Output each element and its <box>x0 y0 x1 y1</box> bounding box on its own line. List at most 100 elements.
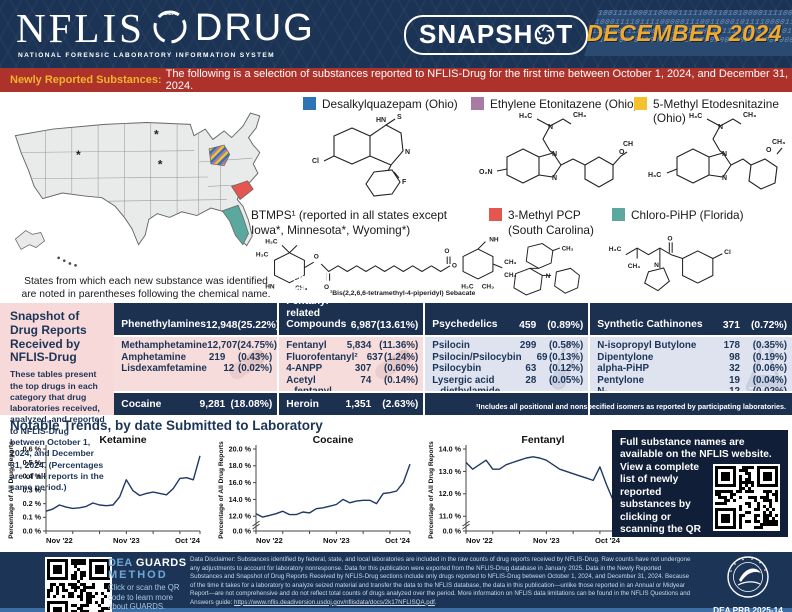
svg-text:Oct '24: Oct '24 <box>175 536 201 545</box>
svg-text:CH₃: CH₃ <box>623 141 633 148</box>
banner-text: The following is a selection of substanc… <box>165 68 789 92</box>
drug-count: 12 <box>729 386 740 393</box>
svg-text:12.0 %: 12.0 % <box>439 489 462 498</box>
legend-btmps: BTMPS¹ (reported in all states except Io… <box>251 208 448 238</box>
svg-text:Fentanyl: Fentanyl <box>521 434 564 446</box>
svg-text:H₃C: H₃C <box>609 246 622 253</box>
drug-row: Dipentylone 98 (0.19%) <box>597 352 787 364</box>
svg-text:Oct '24: Oct '24 <box>385 536 411 545</box>
svg-text:HN: HN <box>376 117 386 124</box>
binary-decoration: 1001111000110000111110011010100001111000… <box>596 10 792 18</box>
svg-text:14.0 %: 14.0 % <box>439 444 462 453</box>
category-panel: N-isopropyl Butylone 178 (0.35%) Dipentylon… <box>590 335 792 393</box>
legend-3-methyl-pcp: 3-Methyl PCP (South Carolina) <box>489 208 609 239</box>
drug-reports-table: Phenethylamines 12,948 (25.22%) Methampheta… <box>114 273 792 415</box>
trends-title: Notable Trends, by date Submitted to Lab… <box>10 418 323 433</box>
category-panel: Fentanyl 5,834 (11.36%) Fluorofentanyl² 637(… <box>279 335 424 393</box>
drug-name: Psilocin/Psilocybin <box>432 351 522 363</box>
guards-qr-code[interactable] <box>45 557 112 612</box>
svg-text:Percentage of All Drug Reports: Percentage of All Drug Reports <box>8 441 15 539</box>
drug-count: 32 <box>729 363 740 375</box>
trend-chart-cocaine: Cocaine Percentage of All Drug Reports 0.0… <box>216 434 418 548</box>
drug-row: Psilocin 299 (0.58%) <box>432 340 583 352</box>
svg-text:O: O <box>314 253 319 260</box>
drug-pct: (1.24%) <box>383 351 419 363</box>
svg-text:H₃C: H₃C <box>256 252 269 259</box>
drug-pct: (0.19%) <box>752 351 787 363</box>
nflis-logo-text: NFLIS <box>16 5 145 51</box>
svg-text:O: O <box>444 248 449 255</box>
drug-row: Lisdexamfetamine 12 (0.02%) <box>121 363 272 375</box>
guards-method: METHOD <box>108 569 168 581</box>
svg-text:14.0 %: 14.0 % <box>229 495 252 504</box>
drug-pct: (0.02%) <box>237 363 273 375</box>
drug-count: 74 <box>360 374 372 386</box>
drug-row: Fentanyl 5,834 (11.36%) <box>286 340 418 352</box>
drug-count: 19 <box>729 374 740 386</box>
nflis-logo-subtext: NATIONAL FORENSIC LABORATORY INFORMATION… <box>18 52 275 59</box>
svg-text:Cl: Cl <box>312 158 319 165</box>
pill-watermark-icon <box>221 341 273 391</box>
svg-text:CH₃: CH₃ <box>743 112 756 119</box>
map-caption: States from which each new substance was… <box>21 276 271 300</box>
drug-pct: (0.06%) <box>752 363 787 375</box>
drug-name: Amphetamine <box>121 351 187 363</box>
drug-name: Fluorofentanyl² <box>286 351 358 363</box>
svg-text:CH₃: CH₃ <box>772 139 785 146</box>
drug-pct: (0.13%) <box>548 351 584 363</box>
header: NFLIS DEA DRUG NATIONAL FORENSIC LABORAT… <box>0 0 792 68</box>
drug-count: 219 <box>208 351 226 363</box>
svg-text:Percentage of All Drug Reports: Percentage of All Drug Reports <box>218 441 225 539</box>
drug-count: 98 <box>729 351 740 363</box>
disclaimer-link[interactable]: https://www.nflis.deadiversion.usdoj.gov… <box>234 598 435 606</box>
svg-text:N: N <box>552 151 557 158</box>
svg-text:O: O <box>766 147 772 154</box>
info-text-left: list of newly reported substances by cli… <box>620 474 714 548</box>
snapshot-intro-panel: Snapshot of Drug Reports Received by NFL… <box>0 303 115 492</box>
svg-text:Nov '22: Nov '22 <box>256 536 283 545</box>
category-header: Psychedelics 459 (0.89%) <box>425 303 588 335</box>
nflis-info-box: Full substance names are available on th… <box>612 430 788 560</box>
drug-name: Dipentylone <box>597 351 654 363</box>
svg-text:N: N <box>722 151 727 158</box>
nflis-logo: NFLIS DEA DRUG <box>16 4 315 52</box>
svg-text:N: N <box>722 175 727 182</box>
drug-count: 69 <box>536 351 548 363</box>
svg-text:0.0 %: 0.0 % <box>443 526 462 535</box>
svg-text:N: N <box>552 175 557 182</box>
drug-count: 5,834 <box>346 340 372 351</box>
drug-name: Lysergic acid diethylamide (LSD) <box>432 374 501 393</box>
publication-number: DEA PRB 2025-14 <box>713 605 783 612</box>
svg-text:Nov '23: Nov '23 <box>323 536 350 545</box>
drug-row: Pentylone 19 (0.04%) <box>597 375 787 387</box>
svg-text:H₃C: H₃C <box>519 113 532 120</box>
svg-text:O: O <box>452 263 457 270</box>
drug-pct: (0.02%) <box>752 386 787 393</box>
drug-name: N-Cyclohexylmethylone <box>597 386 608 393</box>
footer: DEA GUARDS METHOD Click or scan the QR c… <box>0 552 792 612</box>
svg-text:O: O <box>619 149 625 156</box>
svg-text:CH₃: CH₃ <box>295 285 307 292</box>
drug-pct: (0.04%) <box>752 374 787 386</box>
svg-text:0.4 %: 0.4 % <box>23 472 42 481</box>
table-column-psychedelics: Psychedelics 459 (0.89%) Psilocin 299 (0.58%)… <box>423 303 589 415</box>
svg-text:0.3 %: 0.3 % <box>23 485 42 494</box>
issue-date: DECEMBER 2024 <box>586 20 782 46</box>
substances-qr-code[interactable] <box>713 463 780 531</box>
drug-name: Methamphetamine <box>121 340 208 351</box>
drug-row: Methamphetamine 12,707 (24.75%) <box>121 340 277 352</box>
state-lines <box>15 114 253 228</box>
svg-text:O₂N: O₂N <box>479 169 493 176</box>
svg-text:Cocaine: Cocaine <box>313 434 354 446</box>
snapshot-text-2: T <box>556 19 574 49</box>
footer-drug-name: Heroin <box>286 398 319 410</box>
svg-text:Nov '23: Nov '23 <box>113 536 140 545</box>
category-pct: (0.89%) <box>547 320 584 331</box>
structure-ethylene-etonitazene: H₃C CH₃ N N N O₂N O CH₃ <box>455 108 636 211</box>
drug-row: N-Cyclohexylmethylone 12 (0.02%) <box>597 386 787 393</box>
structure-btmps: H₃C H₃C HN CH₃ O O O O NH CH₃ CH₃ H₃C CH… <box>244 236 544 297</box>
drug-row: alpha-PiHP 32 (0.06%) <box>597 363 787 375</box>
legend-ethylene-etonitazene: Ethylene Etonitazene (Ohio) <box>471 97 638 111</box>
tube-watermark-icon <box>544 341 584 391</box>
map-alaska <box>14 230 46 250</box>
